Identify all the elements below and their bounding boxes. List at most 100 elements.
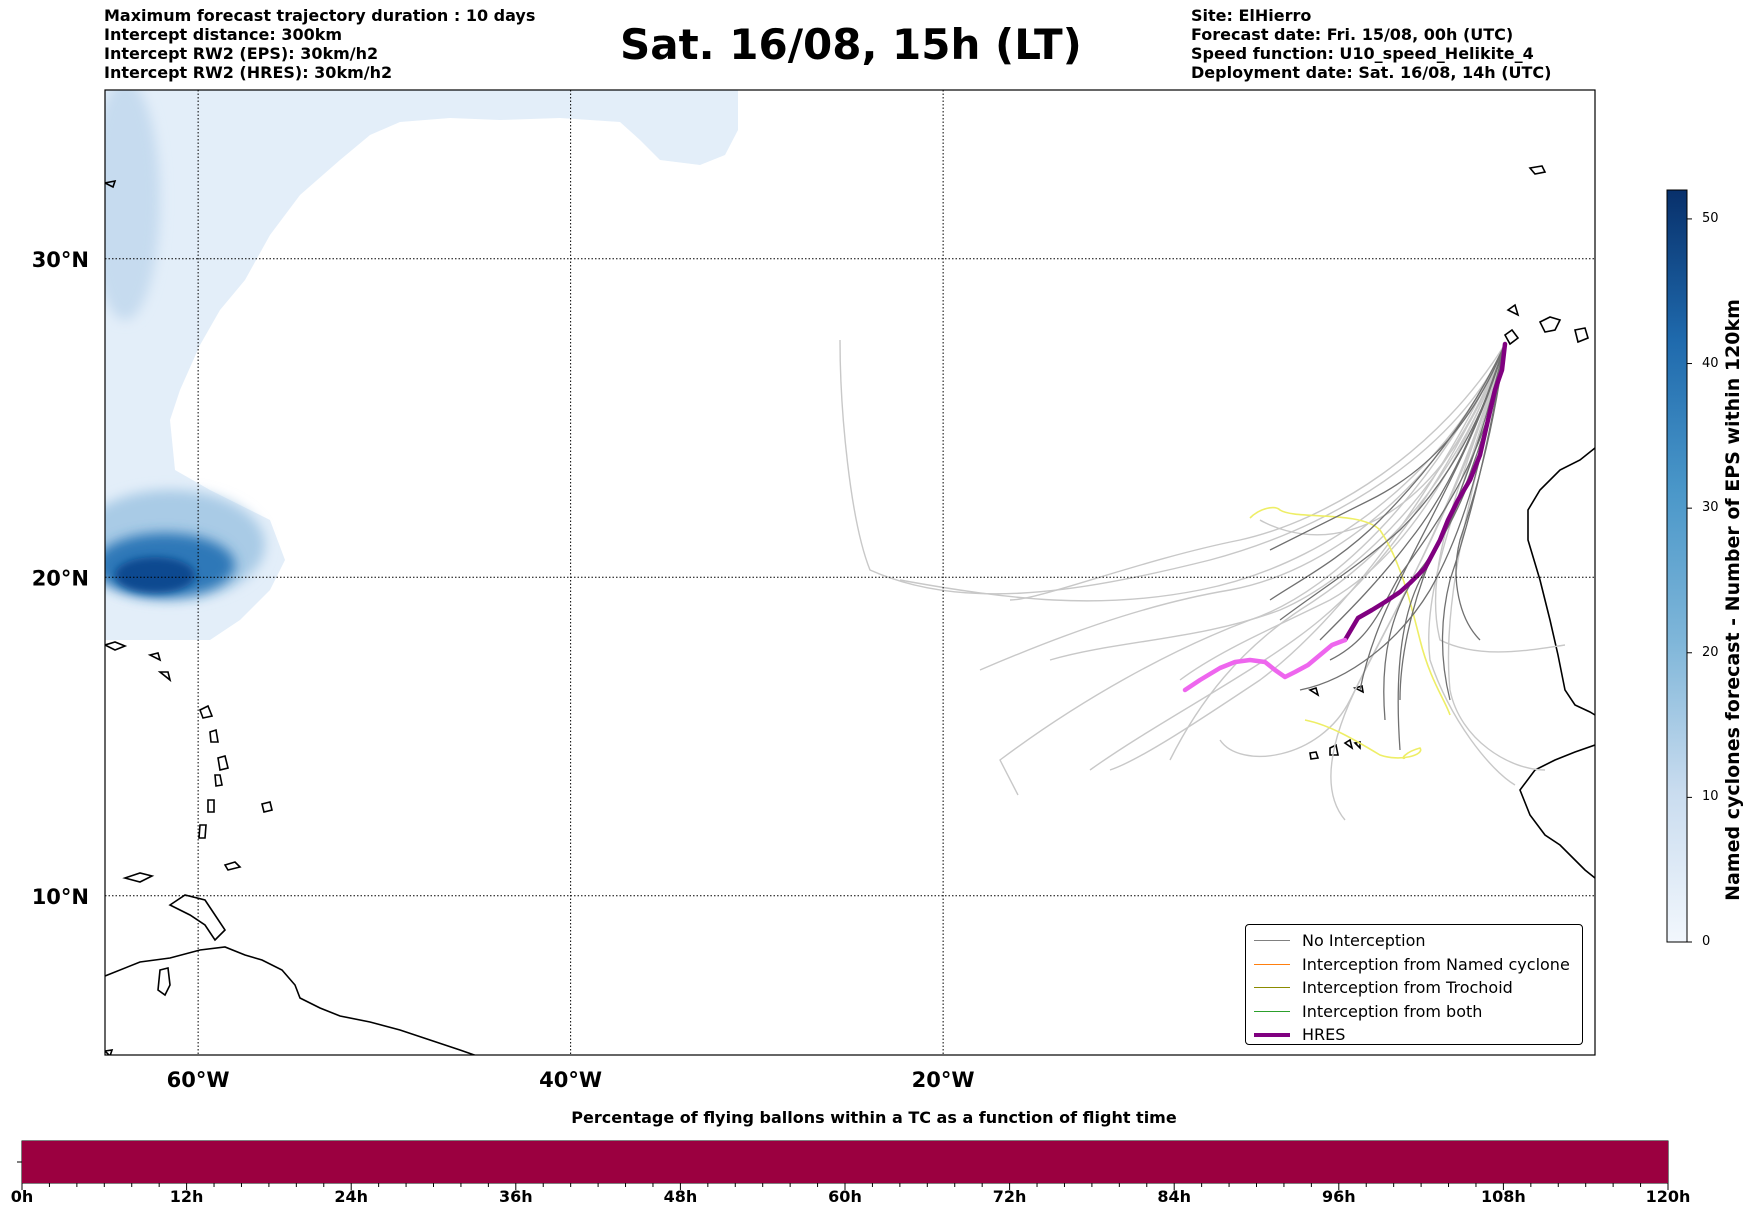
trajectory: [1269, 343, 1506, 601]
lesser-antilles: [198, 824, 207, 839]
west-africa-coast: [1527, 447, 1595, 716]
flight-time-bar-fill: [22, 1141, 1668, 1183]
aruba-curacao: [223, 861, 242, 871]
lon-tick-labels: 60°W 40°W 20°W: [167, 1068, 975, 1092]
venezuela-peninsula: [168, 894, 227, 942]
trinidad-island: [157, 967, 171, 997]
run-parameters: Maximum forecast trajectory duration : 1…: [104, 6, 535, 82]
legend-label: Interception from Trochoid: [1302, 978, 1513, 998]
flight-time-label: 48h: [663, 1187, 698, 1206]
param-line: Intercept distance: 300km: [104, 25, 343, 44]
trajectory: [1359, 343, 1506, 691]
colorbar-tick-label: 20: [1702, 644, 1719, 660]
lesser-antilles: [207, 799, 215, 813]
legend-label: Interception from both: [1302, 1001, 1483, 1021]
trochoid-track: [1249, 506, 1451, 716]
cape-verde-island: [1329, 743, 1339, 756]
flight-time-label: 120h: [1645, 1187, 1691, 1206]
canary-island: [1506, 303, 1520, 317]
colorbar-tick-label: 10: [1702, 789, 1719, 805]
lesser-antilles: [198, 704, 214, 719]
trochoid-track: [1304, 719, 1422, 760]
lesser-antilles: [261, 801, 273, 813]
lesser-antilles: [214, 774, 223, 787]
lat-tick-labels: 30°N 20°N 10°N: [32, 248, 89, 909]
trajectory: [1441, 343, 1506, 701]
graticule: [105, 90, 1595, 1055]
legend-swatch: [1254, 1010, 1290, 1012]
canary-island: [1574, 327, 1589, 344]
trochoid-tracks: [1249, 506, 1451, 760]
legend-swatch: [1254, 940, 1290, 942]
lat-tick-label: 20°N: [32, 566, 89, 590]
cape-verde-island: [1352, 684, 1365, 694]
map-frame: [104, 89, 1596, 1056]
probability-contour-west: [105, 90, 160, 320]
hres-track-segment: [1182, 637, 1348, 693]
trajectory: [999, 343, 1506, 796]
trajectory: [1219, 343, 1506, 758]
flight-time-label: 72h: [992, 1187, 1027, 1206]
colorbar-ticks: [1687, 218, 1692, 943]
flight-time-label: 12h: [169, 1187, 204, 1206]
lesser-antilles: [105, 641, 128, 651]
trajectory: [1434, 343, 1566, 653]
trajectory: [1269, 343, 1506, 551]
cape-verde-island: [1343, 738, 1354, 750]
map-title: Sat. 16/08, 15h (LT): [620, 20, 1082, 69]
legend-item-no-interception: No Interception: [1254, 929, 1574, 953]
west-africa-bulge: [1519, 744, 1595, 879]
legend-item-trochoid: Interception from Trochoid: [1254, 976, 1574, 1000]
param-line: Maximum forecast trajectory duration : 1…: [104, 6, 536, 25]
legend: No Interception Interception from Named …: [1245, 924, 1583, 1045]
colorbar-tick-label: 0: [1702, 934, 1711, 949]
flight-time-label: 96h: [1321, 1187, 1356, 1206]
lat-tick-label: 30°N: [32, 248, 89, 272]
cape-verde-island: [1308, 686, 1320, 697]
site-parameters: Site: ElHierro Forecast date: Fri. 15/08…: [1191, 6, 1551, 82]
lon-tick-label: 40°W: [539, 1068, 602, 1092]
legend-swatch: [1254, 987, 1290, 989]
trajectory: [1319, 343, 1506, 641]
param-line: Intercept RW2 (HRES): 30km/h2: [104, 63, 393, 82]
trajectory: [1009, 343, 1506, 601]
flight-time-label: 36h: [498, 1187, 533, 1206]
canary-island: [1503, 328, 1520, 346]
legend-label: HRES: [1302, 1025, 1346, 1045]
canary-island: [1538, 316, 1562, 333]
legend-label: No Interception: [1302, 931, 1426, 951]
lesser-antilles: [157, 671, 172, 683]
lesser-antilles: [209, 728, 219, 743]
probability-contour-core: [115, 557, 195, 593]
lon-tick-label: 20°W: [912, 1068, 975, 1092]
trajectory: [1089, 343, 1506, 771]
site-line: Site: ElHierro: [1191, 6, 1312, 25]
lesser-antilles: [217, 755, 229, 771]
cape-verde-island: [1309, 751, 1320, 760]
flight-time-label: 0h: [10, 1187, 34, 1206]
lat-tick-label: 10°N: [32, 885, 89, 909]
probability-contour-low: [105, 90, 738, 640]
eps-trajectories-dark: [1269, 343, 1506, 751]
legend-swatch: [1254, 1032, 1290, 1037]
speed-function-line: Speed function: U10_speed_Helikite_4: [1191, 44, 1534, 63]
colorbar-tick-label: 30: [1702, 500, 1719, 516]
colorbar: [1666, 189, 1688, 943]
lon-tick-label: 60°W: [167, 1068, 230, 1092]
deployment-date-line: Deployment date: Sat. 16/08, 14h (UTC): [1191, 63, 1552, 82]
colorbar-tick-label: 40: [1702, 355, 1719, 371]
madeira-island: [1528, 165, 1547, 175]
aruba-curacao: [105, 179, 117, 189]
flight-time-label: 108h: [1480, 1187, 1526, 1206]
legend-item-both: Interception from both: [1254, 1000, 1574, 1024]
flight-time-label: 84h: [1157, 1187, 1192, 1206]
forecast-date-line: Forecast date: Fri. 15/08, 00h (UTC): [1191, 25, 1514, 44]
flight-time-bar-title: Percentage of flying ballons within a TC…: [571, 1108, 1177, 1127]
param-line: Intercept RW2 (EPS): 30km/h2: [104, 44, 379, 63]
flight-time-label: 60h: [828, 1187, 862, 1206]
hres-trajectory: [1182, 341, 1508, 693]
legend-swatch: [1254, 963, 1290, 965]
trajectory: [899, 343, 1506, 602]
south-america-coast: [105, 946, 477, 1055]
